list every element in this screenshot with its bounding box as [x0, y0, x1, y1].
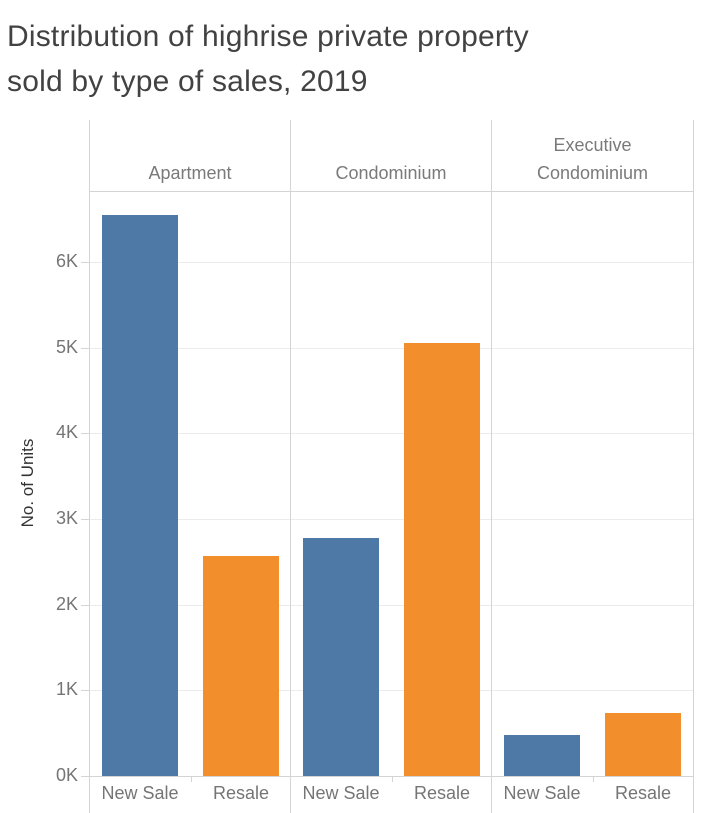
panel-header-text: Condominium	[335, 163, 447, 183]
x-tick-label-resale: Resale	[212, 783, 270, 803]
header-underline	[90, 191, 693, 192]
y-tick-mark	[81, 519, 89, 520]
y-tick-label-5k: 5K	[55, 337, 78, 357]
bar-condominium-new-sale[interactable]	[303, 538, 379, 776]
bar-executive-condominium-resale[interactable]	[605, 713, 681, 776]
y-tick-label-3k: 3K	[55, 508, 78, 528]
gridline-6k	[90, 262, 693, 263]
gridline-2k	[90, 605, 693, 606]
bar-apartment-new-sale[interactable]	[102, 215, 178, 776]
x-tick-label-resale: Resale	[614, 783, 672, 803]
x-cell-tick	[593, 777, 594, 782]
y-tick-label-1k: 1K	[55, 679, 78, 699]
y-tick-label-6k: 6K	[55, 251, 78, 271]
panel-header-text: Condominium	[536, 163, 649, 183]
panel-header-text: Executive	[553, 135, 632, 155]
gridline-4k	[90, 433, 693, 434]
panel-header-text: Apartment	[148, 163, 232, 183]
gridline-1k	[90, 690, 693, 691]
panel-header-condominium: Condominium	[291, 120, 491, 191]
x-axis-line	[90, 776, 693, 777]
x-tick-label-new-sale: New Sale	[503, 783, 581, 803]
bar-executive-condominium-new-sale[interactable]	[504, 735, 580, 776]
chart-title-line-2: sold by type of sales, 2019	[7, 65, 368, 98]
x-cell-tick	[191, 777, 192, 782]
gridline-5k	[90, 348, 693, 349]
panel-executive-condominium: Executive Condominium New Sale Resale	[492, 120, 693, 813]
y-tick-label-2k: 2K	[55, 594, 78, 614]
y-tick-label-4k: 4K	[55, 422, 78, 442]
y-tick-mark	[81, 776, 89, 777]
y-tick-mark	[81, 348, 89, 349]
chart-title: Distribution of highrise private propert…	[7, 14, 707, 104]
panel-header-apartment: Apartment	[90, 120, 290, 191]
y-tick-mark	[81, 690, 89, 691]
y-tick-mark	[81, 605, 89, 606]
bar-condominium-resale[interactable]	[404, 343, 480, 776]
gridline-3k	[90, 519, 693, 520]
y-tick-label-0k: 0K	[55, 765, 78, 785]
panel-condominium: Condominium New Sale Resale	[291, 120, 492, 813]
x-tick-label-new-sale: New Sale	[302, 783, 380, 803]
bar-chart-plot-area: Apartment New Sale Resale Condominium New Sa…	[89, 120, 694, 813]
x-tick-label-new-sale: New Sale	[101, 783, 179, 803]
x-cell-tick	[392, 777, 393, 782]
x-tick-label-resale: Resale	[413, 783, 471, 803]
panel-apartment: Apartment New Sale Resale	[90, 120, 291, 813]
panel-header-executive-condominium: Executive Condominium	[492, 120, 693, 191]
y-tick-mark	[81, 262, 89, 263]
y-tick-mark	[81, 433, 89, 434]
bar-apartment-resale[interactable]	[203, 556, 279, 776]
chart-title-line-1: Distribution of highrise private propert…	[7, 20, 529, 53]
